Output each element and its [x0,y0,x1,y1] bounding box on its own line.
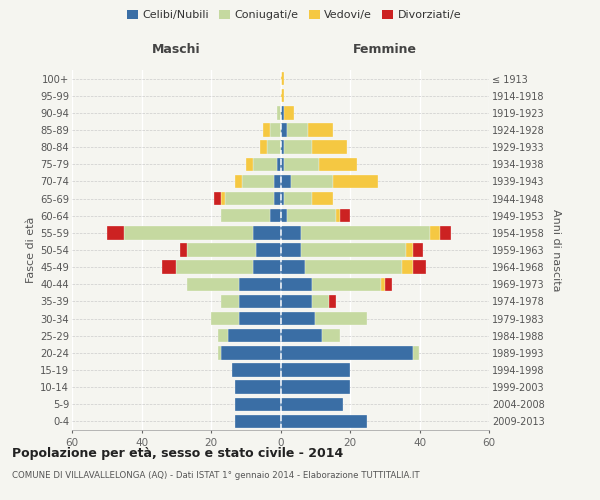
Bar [281,346,413,360]
Bar [301,226,430,239]
Bar [242,174,274,188]
Bar [281,124,287,136]
Text: Femmine: Femmine [353,44,417,57]
Bar [308,124,332,136]
Bar [221,294,239,308]
Bar [281,192,284,205]
Bar [281,414,367,428]
Bar [301,244,406,256]
Bar [281,260,305,274]
Bar [246,158,253,171]
Bar [277,106,281,120]
Bar [402,260,413,274]
Bar [239,278,281,291]
Bar [281,329,322,342]
Bar [281,380,350,394]
Bar [312,278,381,291]
Y-axis label: Fasce di età: Fasce di età [26,217,36,283]
Bar [218,329,229,342]
Bar [284,158,319,171]
Bar [229,329,281,342]
Bar [187,278,239,291]
Bar [124,226,253,239]
Bar [260,140,266,154]
Bar [291,174,332,188]
Bar [287,209,336,222]
Bar [253,158,277,171]
Bar [218,346,221,360]
Bar [221,192,225,205]
Bar [281,364,350,376]
Bar [107,226,124,239]
Bar [281,174,291,188]
Bar [385,278,392,291]
Bar [440,226,451,239]
Bar [221,346,281,360]
Bar [406,244,413,256]
Text: Maschi: Maschi [152,44,200,57]
Bar [281,278,312,291]
Bar [281,226,301,239]
Bar [281,398,343,411]
Bar [281,209,287,222]
Bar [270,124,281,136]
Bar [235,414,281,428]
Bar [187,244,256,256]
Bar [235,174,242,188]
Text: COMUNE DI VILLAVALLELONGA (AQ) - Dati ISTAT 1° gennaio 2014 - Elaborazione TUTTI: COMUNE DI VILLAVALLELONGA (AQ) - Dati IS… [12,471,419,480]
Bar [281,89,284,102]
Bar [281,106,284,120]
Bar [211,312,239,326]
Bar [239,312,281,326]
Bar [281,244,301,256]
Bar [284,140,312,154]
Bar [221,209,270,222]
Bar [281,140,284,154]
Bar [277,158,281,171]
Bar [274,192,281,205]
Bar [340,209,350,222]
Bar [235,398,281,411]
Bar [312,140,347,154]
Bar [381,278,385,291]
Bar [281,72,284,86]
Bar [319,158,357,171]
Bar [180,244,187,256]
Bar [305,260,402,274]
Bar [270,209,281,222]
Bar [214,192,221,205]
Bar [430,226,440,239]
Bar [263,124,270,136]
Bar [281,312,315,326]
Bar [274,174,281,188]
Text: Popolazione per età, sesso e stato civile - 2014: Popolazione per età, sesso e stato civil… [12,448,343,460]
Bar [322,329,340,342]
Bar [312,192,332,205]
Bar [232,364,281,376]
Bar [176,260,253,274]
Bar [281,158,284,171]
Bar [336,209,340,222]
Bar [225,192,274,205]
Bar [253,226,281,239]
Bar [413,244,423,256]
Bar [413,260,427,274]
Y-axis label: Anni di nascita: Anni di nascita [551,209,562,291]
Bar [329,294,336,308]
Bar [253,260,281,274]
Bar [413,346,419,360]
Bar [256,244,281,256]
Bar [239,294,281,308]
Bar [284,192,312,205]
Bar [266,140,281,154]
Bar [287,124,308,136]
Bar [235,380,281,394]
Bar [163,260,176,274]
Bar [332,174,378,188]
Bar [284,106,295,120]
Bar [312,294,329,308]
Bar [281,294,312,308]
Bar [315,312,367,326]
Legend: Celibi/Nubili, Coniugati/e, Vedovi/e, Divorziati/e: Celibi/Nubili, Coniugati/e, Vedovi/e, Di… [122,6,466,25]
